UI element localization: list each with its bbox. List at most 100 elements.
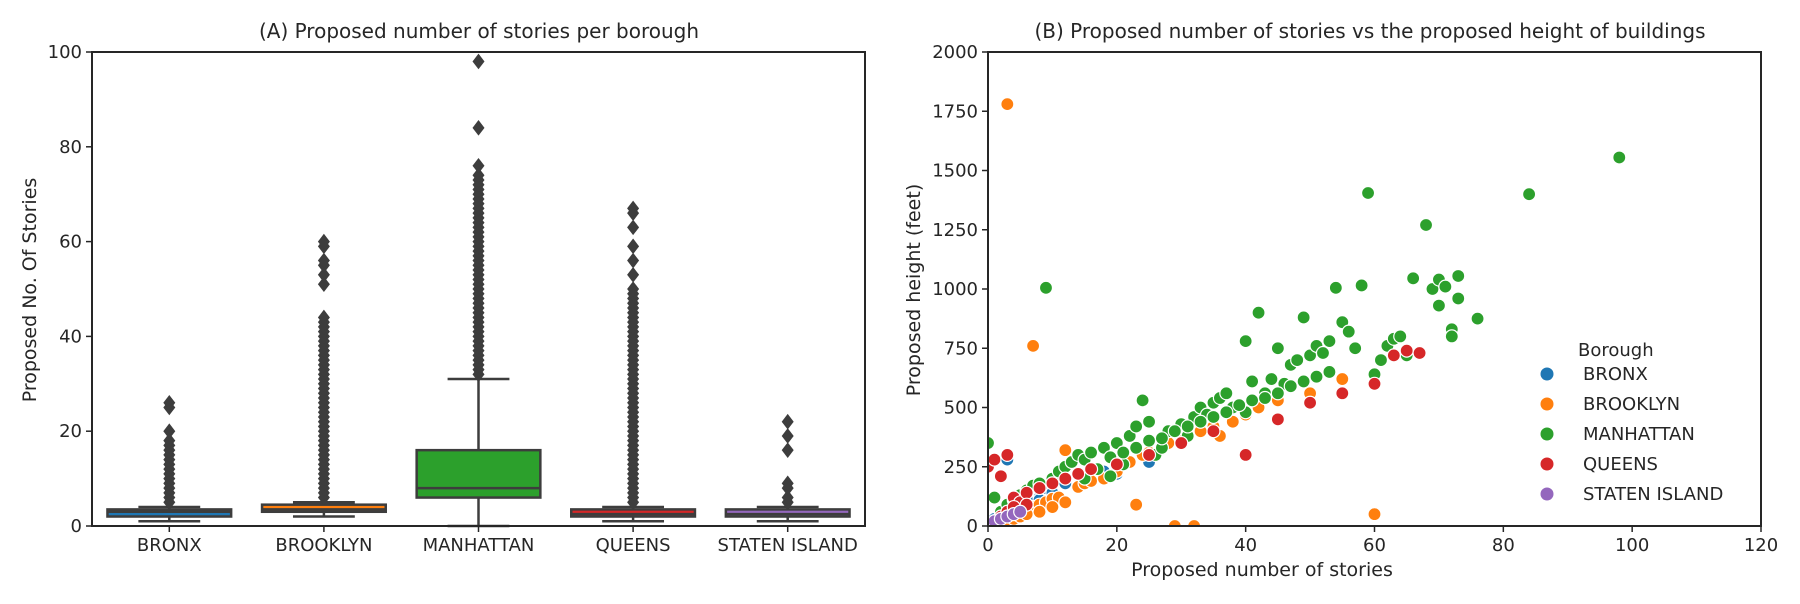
scatter-point-manhattan	[1154, 431, 1170, 446]
legend-marker-bronx	[1539, 366, 1555, 382]
box-outlier	[781, 475, 794, 492]
panel-b-xtick-label: 0	[982, 535, 993, 556]
scatter-point-queens	[1174, 435, 1189, 451]
box-outlier	[781, 428, 794, 444]
scatter-point-manhattan	[1328, 280, 1343, 295]
panel-a-xtick-label: BRONX	[137, 535, 202, 556]
scatter-point-manhattan	[1167, 424, 1182, 439]
scatter-point-manhattan	[1290, 353, 1305, 368]
panel-a-xtick-label: BROOKLYN	[275, 535, 372, 556]
scatter-point-manhattan	[1083, 445, 1099, 460]
scatter-point-manhattan	[1245, 393, 1260, 408]
box-outlier	[781, 442, 794, 458]
box-outlier	[317, 309, 330, 326]
scatter-point-manhattan	[1219, 405, 1234, 420]
panel-b-points	[988, 97, 1627, 526]
scatter-point-queens	[988, 452, 1002, 467]
scatter-point-manhattan	[1251, 305, 1266, 320]
scatter-point-brooklyn	[1000, 97, 1015, 112]
scatter-point-manhattan	[1393, 329, 1408, 344]
legend-marker-queens	[1539, 456, 1555, 472]
panel-b-xtick-label: 20	[1105, 535, 1128, 556]
legend-marker-manhattan	[1539, 426, 1555, 442]
scatter-point-manhattan	[1206, 409, 1221, 425]
legend-marker-staten-island	[1539, 486, 1555, 502]
box-outlier	[317, 276, 330, 293]
scatter-point-brooklyn	[1367, 507, 1382, 522]
scatter-point-queens	[1032, 480, 1047, 496]
panel-a-ytick-label: 40	[59, 326, 82, 347]
scatter-point-manhattan	[1309, 369, 1324, 384]
scatter-point-manhattan	[1238, 334, 1253, 349]
panel-b-legend: Borough BRONX BROOKLYN MANHATTAN QUEENS STAT…	[1539, 340, 1723, 505]
panel-b-ytick-label: 1000	[932, 279, 978, 300]
panel-a-ylabel: Proposed No. Of Stories	[19, 178, 41, 403]
scatter-point-manhattan	[1406, 271, 1421, 286]
box-outlier	[781, 489, 794, 506]
scatter-point-manhattan	[1341, 324, 1356, 339]
box-outlier	[472, 53, 485, 70]
scatter-point-queens	[1367, 376, 1382, 391]
scatter-point-manhattan	[1612, 150, 1627, 165]
panel-a-ytick-label: 20	[59, 421, 82, 442]
panel-a: (A) Proposed number of stories per borou…	[19, 19, 866, 556]
panel-b-ytick-label: 500	[944, 398, 978, 419]
box-outlier	[317, 266, 330, 283]
panel-b-title: (B) Proposed number of stories vs the pr…	[1034, 19, 1705, 43]
scatter-point-brooklyn	[1058, 495, 1073, 510]
panel-a-xtick-label: MANHATTAN	[423, 535, 535, 556]
scatter-point-manhattan	[1431, 298, 1447, 313]
scatter-point-manhattan	[1438, 279, 1453, 294]
box-outlier	[627, 266, 640, 283]
panel-b-xlabel: Proposed number of stories	[1131, 559, 1393, 581]
panel-a-title: (A) Proposed number of stories per borou…	[259, 19, 699, 43]
panel-b: (B) Proposed number of stories vs the pr…	[903, 19, 1778, 581]
scatter-point-manhattan	[1315, 345, 1331, 361]
scatter-point-queens	[1399, 343, 1414, 358]
legend-label: QUEENS	[1583, 454, 1658, 475]
box-outlier	[163, 432, 176, 449]
scatter-point-manhattan	[1038, 280, 1054, 295]
scatter-point-manhattan	[1193, 414, 1208, 429]
scatter-point-staten-island	[1013, 504, 1028, 519]
scatter-point-manhattan	[1103, 469, 1118, 484]
scatter-point-brooklyn	[1129, 497, 1144, 512]
scatter-point-brooklyn	[1335, 371, 1350, 387]
scatter-point-brooklyn	[1025, 338, 1041, 353]
scatter-point-queens	[993, 469, 1008, 484]
scatter-point-brooklyn	[1187, 518, 1202, 526]
panel-b-ytick-label: 1750	[932, 101, 978, 122]
box-outlier	[627, 252, 640, 269]
legend-title: Borough	[1578, 340, 1654, 361]
scatter-point-manhattan	[1129, 440, 1144, 455]
scatter-point-manhattan	[1418, 217, 1434, 233]
panel-b-ytick-label: 0	[967, 516, 978, 537]
scatter-point-manhattan	[1141, 414, 1157, 429]
legend-label: BRONX	[1583, 364, 1648, 385]
scatter-point-manhattan	[1135, 393, 1150, 408]
box-outlier	[472, 120, 485, 136]
scatter-point-manhattan	[1354, 278, 1369, 293]
scatter-point-manhattan	[1141, 433, 1157, 448]
scatter-point-manhattan	[988, 435, 996, 451]
scatter-point-manhattan	[1373, 353, 1389, 368]
box-outlier	[627, 219, 640, 236]
scatter-point-manhattan	[1219, 386, 1234, 401]
box-outlier	[163, 423, 176, 439]
scatter-point-queens	[1270, 412, 1285, 427]
box-outlier	[627, 200, 640, 217]
scatter-point-queens	[1335, 386, 1350, 401]
box-outlier	[317, 233, 330, 250]
scatter-point-manhattan	[1129, 419, 1144, 434]
box-outlier	[627, 238, 640, 255]
scatter-point-queens	[1206, 424, 1221, 439]
scatter-point-manhattan	[1444, 329, 1459, 344]
scatter-point-brooklyn	[1058, 443, 1073, 458]
scatter-point-queens	[1386, 348, 1401, 363]
scatter-point-manhattan	[1322, 334, 1337, 349]
scatter-point-queens	[1302, 395, 1318, 410]
scatter-point-manhattan	[1322, 364, 1337, 380]
scatter-point-queens	[1109, 457, 1124, 472]
scatter-point-manhattan	[1451, 268, 1466, 284]
scatter-point-queens	[1071, 466, 1086, 481]
